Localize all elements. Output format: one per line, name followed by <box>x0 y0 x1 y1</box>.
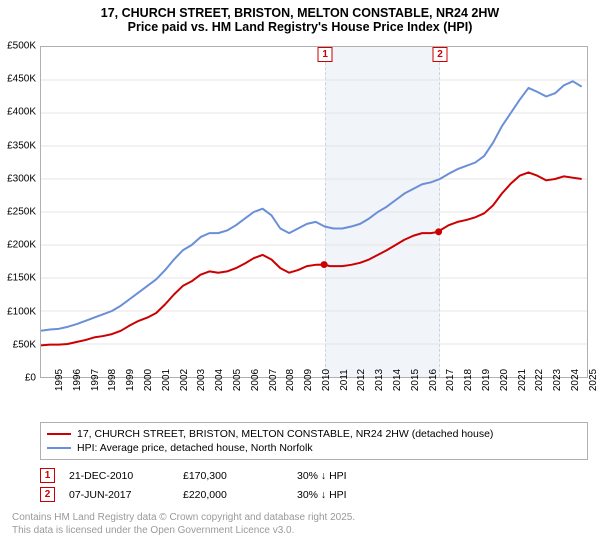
marker-table-row: 1 21-DEC-2010 £170,300 30% ↓ HPI <box>40 466 588 485</box>
y-tick-label: £200K <box>7 240 36 251</box>
legend-swatch <box>47 433 71 435</box>
legend: 17, CHURCH STREET, BRISTON, MELTON CONST… <box>40 422 588 460</box>
marker-table-row: 2 07-JUN-2017 £220,000 30% ↓ HPI <box>40 485 588 504</box>
y-tick-label: £50K <box>13 339 36 350</box>
chart-title: 17, CHURCH STREET, BRISTON, MELTON CONST… <box>0 0 600 38</box>
y-tick-label: £450K <box>7 74 36 85</box>
y-tick-label: £500K <box>7 41 36 52</box>
title-address: 17, CHURCH STREET, BRISTON, MELTON CONST… <box>10 6 590 20</box>
title-subtitle: Price paid vs. HM Land Registry's House … <box>10 20 590 34</box>
legend-label: 17, CHURCH STREET, BRISTON, MELTON CONST… <box>77 428 493 440</box>
x-tick-label: 2025 <box>574 369 599 391</box>
y-tick-label: £350K <box>7 140 36 151</box>
footer-line2: This data is licensed under the Open Gov… <box>12 525 588 538</box>
marker-table-date: 21-DEC-2010 <box>69 470 169 482</box>
legend-row: HPI: Average price, detached house, Nort… <box>47 441 581 455</box>
sale-marker-2: 2 <box>433 47 448 62</box>
marker-table-date: 07-JUN-2017 <box>69 489 169 501</box>
y-tick-label: £0 <box>25 373 36 384</box>
marker-table-price: £170,300 <box>183 470 283 482</box>
legend-label: HPI: Average price, detached house, Nort… <box>77 442 313 454</box>
sale-marker-1: 1 <box>318 47 333 62</box>
y-tick-label: £400K <box>7 107 36 118</box>
plot-area: 12 <box>40 46 588 378</box>
footer: Contains HM Land Registry data © Crown c… <box>12 512 588 537</box>
chart-svg <box>41 47 587 377</box>
y-tick-label: £150K <box>7 273 36 284</box>
sale-marker-table: 1 21-DEC-2010 £170,300 30% ↓ HPI 2 07-JUN-201… <box>40 466 588 504</box>
legend-row: 17, CHURCH STREET, BRISTON, MELTON CONST… <box>47 427 581 441</box>
y-tick-label: £300K <box>7 173 36 184</box>
marker-table-num: 2 <box>40 487 55 502</box>
legend-swatch <box>47 447 71 449</box>
y-tick-label: £100K <box>7 306 36 317</box>
chart: £0 £50K £100K £150K £200K £250K £300K £350K £400… <box>0 38 600 418</box>
marker-table-num: 1 <box>40 468 55 483</box>
y-tick-label: £250K <box>7 207 36 218</box>
x-axis: 1995199619971998199920002001200220032004… <box>40 378 588 414</box>
marker-table-delta: 30% ↓ HPI <box>297 470 397 482</box>
marker-table-price: £220,000 <box>183 489 283 501</box>
y-axis: £0£50K£100K£150K£200K£250K£300K£350K£400… <box>0 46 40 378</box>
footer-line1: Contains HM Land Registry data © Crown c… <box>12 512 588 525</box>
marker-table-delta: 30% ↓ HPI <box>297 489 397 501</box>
